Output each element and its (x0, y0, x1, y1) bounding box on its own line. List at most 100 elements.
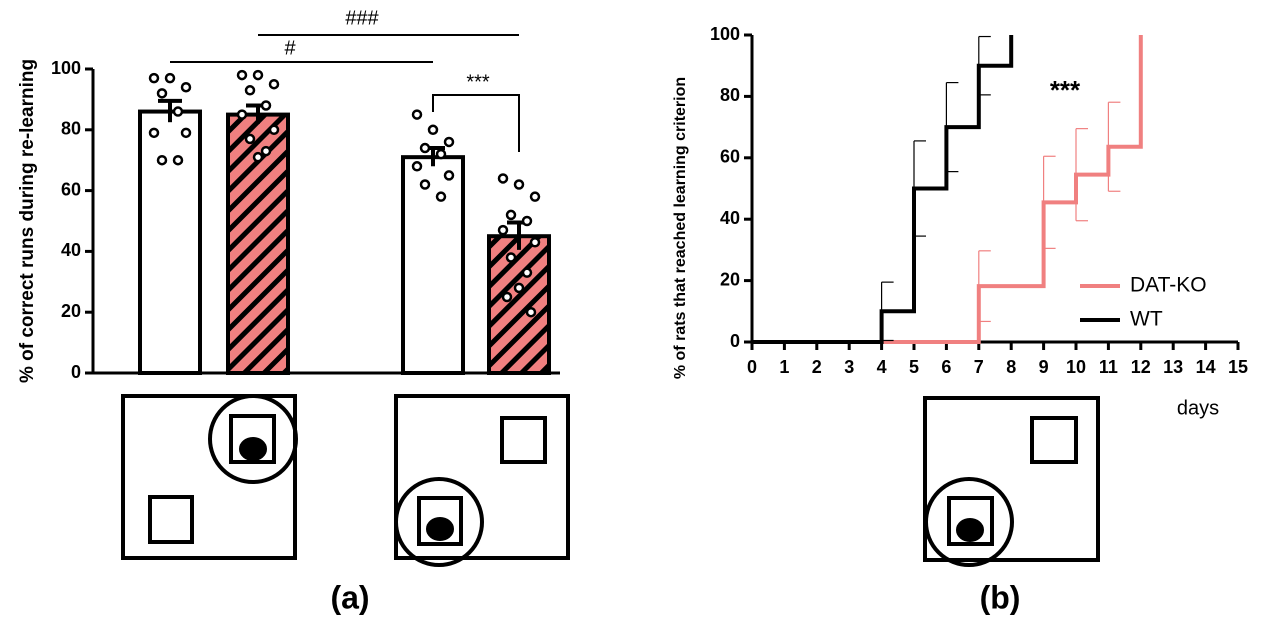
data-point (156, 154, 168, 166)
y-tick-label: 40 (720, 208, 740, 228)
y-tick-label: 20 (61, 301, 81, 321)
data-point (236, 69, 248, 81)
y-axis-label: % of correct runs during re-learning (17, 59, 38, 383)
x-tick-label: 0 (747, 357, 757, 377)
y-tick-label: 80 (61, 119, 81, 139)
data-point (236, 109, 248, 120)
data-point (427, 124, 439, 136)
reward (956, 518, 984, 542)
data-point (513, 282, 525, 294)
x-tick-label: 2 (812, 357, 822, 377)
reward (239, 437, 267, 461)
data-point (252, 151, 264, 163)
data-point (435, 191, 447, 202)
data-point (164, 72, 176, 84)
data-point (172, 154, 184, 166)
x-tick-label: 11 (1099, 357, 1118, 377)
y-tick-label: 0 (71, 362, 81, 382)
data-point (529, 237, 541, 248)
y-tick-label: 40 (61, 240, 81, 260)
arena (121, 394, 297, 560)
annotation: *** (1050, 75, 1081, 105)
data-point (443, 136, 455, 148)
x-tick-label: 8 (1006, 357, 1016, 377)
data-point (244, 85, 256, 96)
x-tick-label: 9 (1039, 357, 1049, 377)
annotation: ### (345, 7, 379, 29)
bar (487, 234, 551, 375)
y-tick-label: 20 (720, 269, 740, 289)
data-point (252, 69, 264, 81)
data-point (148, 127, 160, 139)
arena (923, 396, 1100, 562)
x-tick-label: 15 (1228, 357, 1248, 377)
annotation: *** (466, 71, 490, 93)
data-point (521, 267, 533, 278)
data-point (497, 173, 509, 184)
data-point (260, 100, 272, 111)
data-point (244, 133, 256, 145)
zone (1030, 416, 1078, 464)
data-point (411, 109, 423, 120)
data-point (529, 191, 541, 202)
x-tick-label: 10 (1066, 357, 1086, 377)
zone (148, 495, 194, 544)
data-point (148, 72, 160, 84)
data-point (501, 291, 513, 303)
target-circle (394, 477, 484, 567)
data-point (172, 106, 184, 117)
bar (138, 109, 202, 375)
legend-label: DAT-KO (1130, 274, 1207, 297)
data-point (419, 179, 431, 190)
y-tick-label: 60 (720, 147, 740, 167)
y-tick-label: 80 (720, 85, 740, 105)
x-tick-label: 13 (1163, 357, 1183, 377)
panel-label: (b) (980, 579, 1021, 615)
panel-label: (a) (330, 579, 369, 615)
x-tick-label: 3 (844, 357, 854, 377)
y-axis-label: % of rats that reached learning criterio… (672, 77, 689, 379)
step-line (752, 35, 1014, 344)
data-point (419, 142, 431, 154)
x-axis-label: days (1177, 397, 1219, 419)
zone (229, 414, 276, 464)
zone (500, 416, 547, 464)
arena-diagrams (121, 394, 1100, 567)
data-point (505, 252, 517, 263)
target-circle (924, 477, 1014, 567)
target-circle (208, 394, 298, 484)
zone (947, 496, 994, 546)
significance-bracket (432, 94, 520, 152)
arena (394, 394, 570, 560)
y-tick-label: 100 (51, 58, 81, 78)
data-point (525, 306, 537, 318)
data-point (260, 145, 272, 157)
data-point (521, 215, 533, 227)
x-tick-label: 7 (974, 357, 984, 377)
data-point (505, 209, 517, 221)
data-point (411, 161, 423, 172)
x-tick-label: 4 (877, 357, 887, 377)
data-point (156, 88, 168, 99)
annotation: # (284, 37, 296, 59)
data-point (435, 148, 447, 160)
x-tick-label: 12 (1131, 357, 1151, 377)
data-point (180, 81, 192, 93)
data-point (513, 179, 525, 190)
zone (417, 496, 463, 546)
data-point (268, 78, 280, 90)
x-tick-label: 14 (1196, 357, 1216, 377)
data-point (497, 224, 509, 236)
data-point (443, 170, 455, 181)
data-point (180, 127, 192, 139)
data-point (268, 124, 280, 136)
x-tick-label: 1 (779, 357, 789, 377)
legend-label: WT (1130, 308, 1163, 331)
reward (426, 517, 454, 541)
y-tick-label: 100 (710, 24, 740, 44)
bar (401, 155, 465, 375)
x-tick-label: 5 (909, 357, 919, 377)
y-tick-label: 0 (730, 331, 740, 351)
step-line (752, 35, 1143, 344)
